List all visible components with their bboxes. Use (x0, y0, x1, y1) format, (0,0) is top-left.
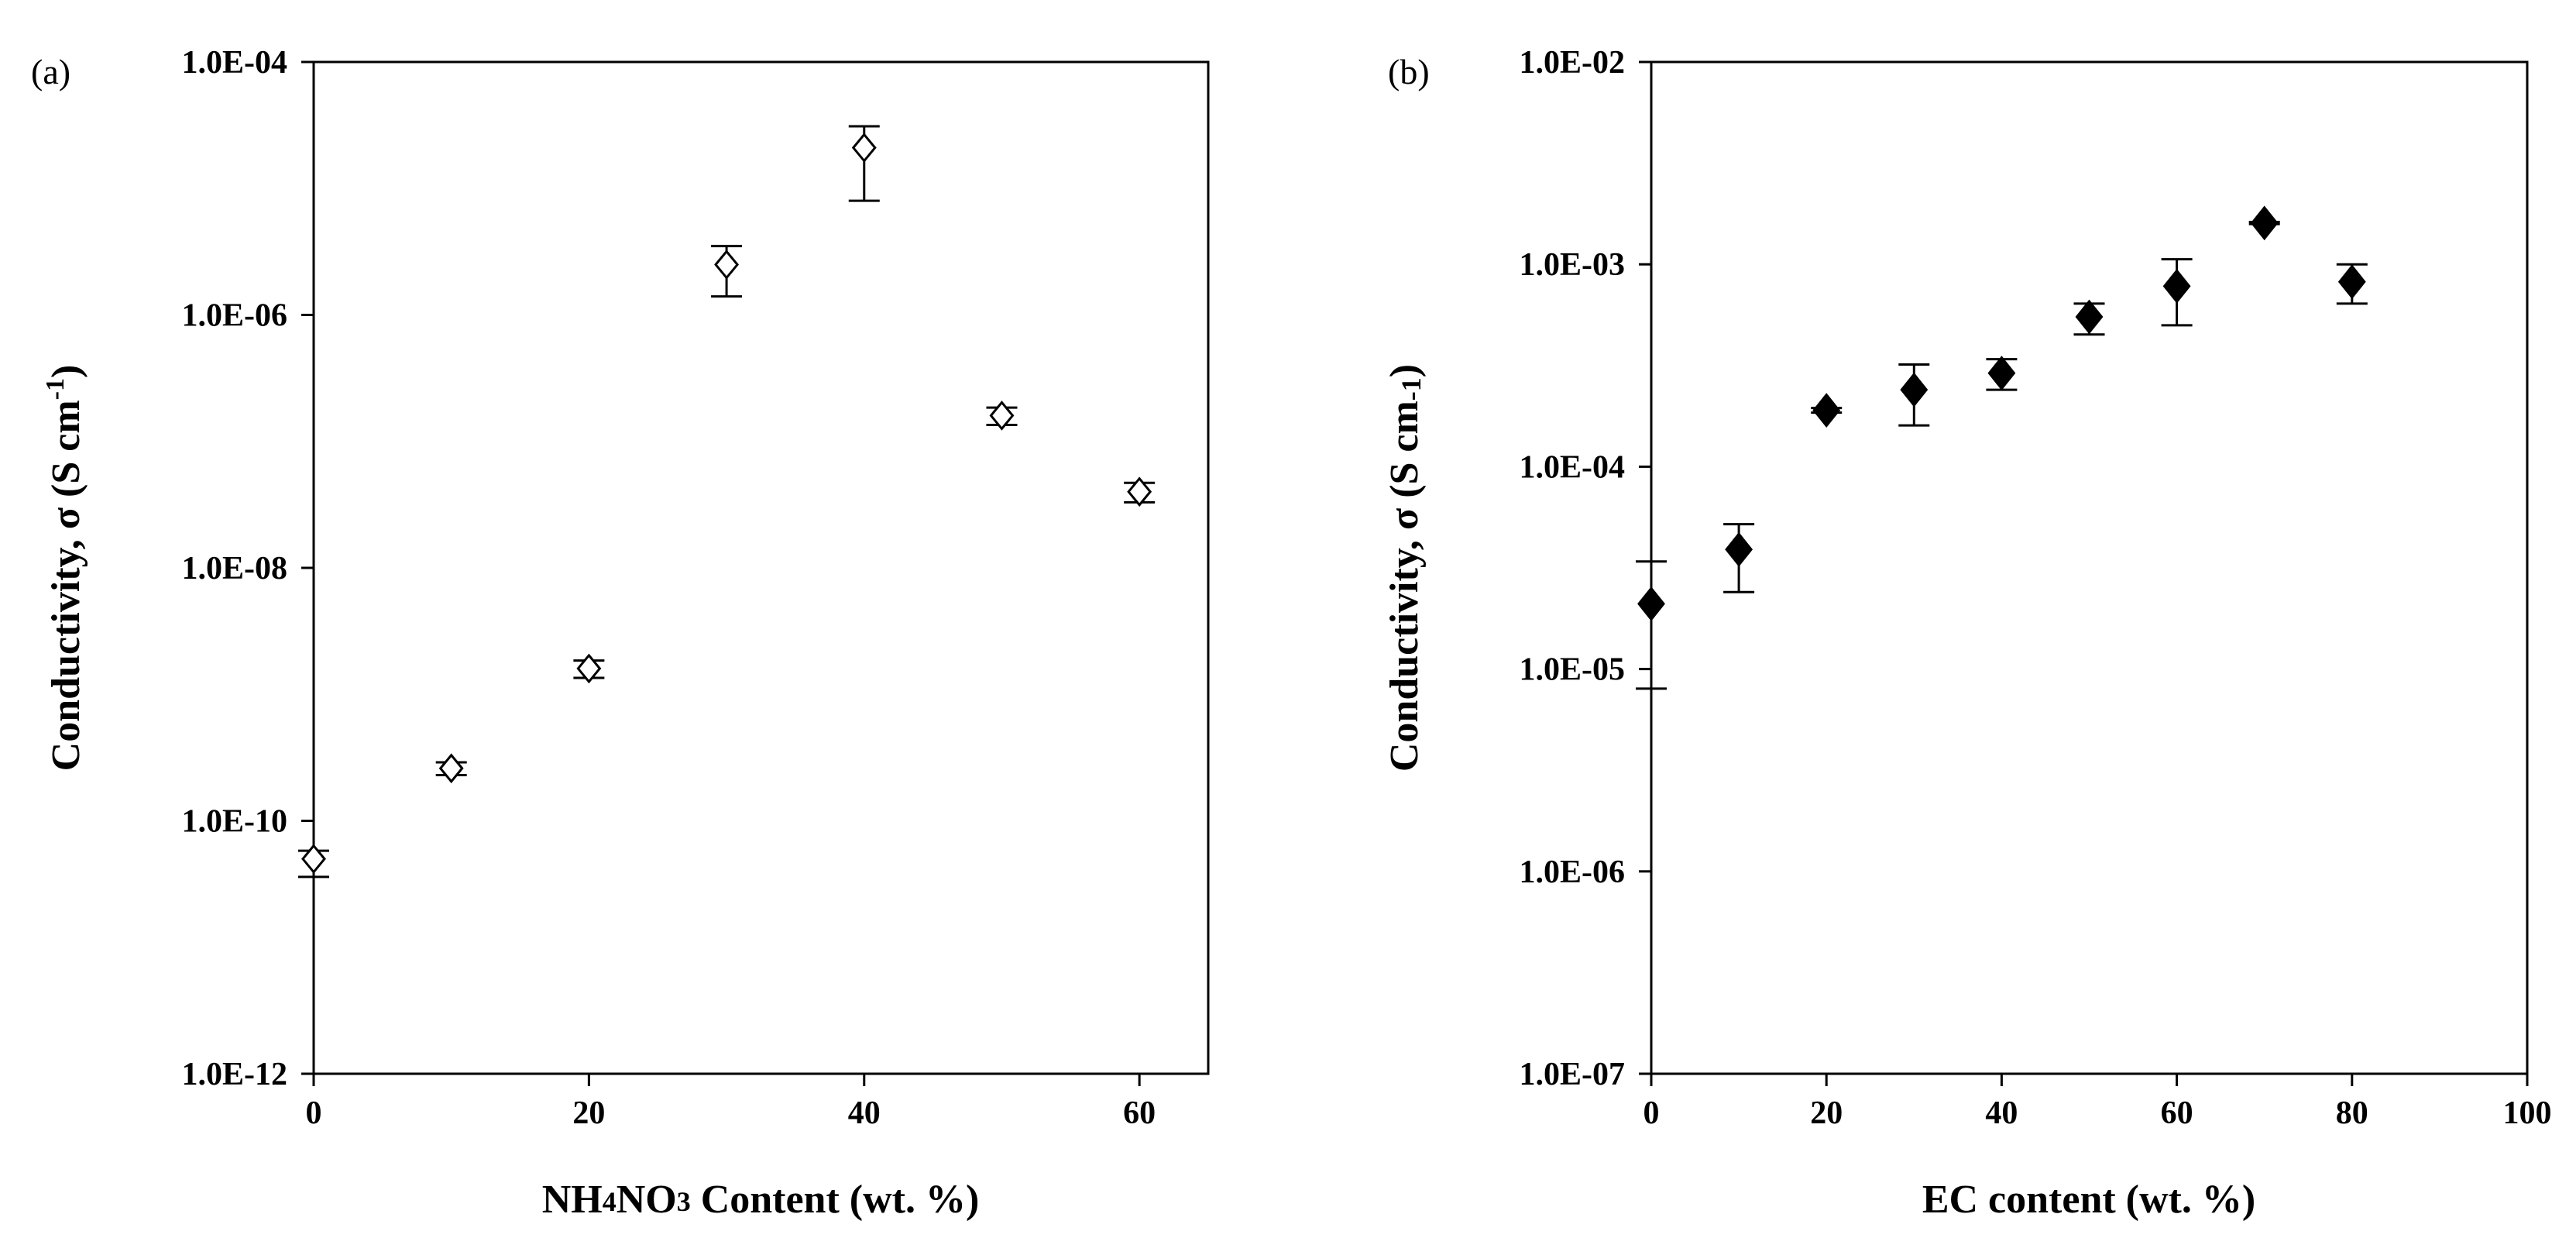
x-tick-label: 40 (1985, 1095, 2018, 1131)
panel-b-y-axis-label: Conductivity, σ (S cm-1) (1382, 364, 1427, 772)
y-tick-label: 1.0E-06 (1520, 855, 1626, 890)
open-diamond-marker (714, 249, 740, 280)
data-point (848, 125, 880, 202)
panel-a: (a) 0 20 40 60 1.0E-12 1.0E-10 1.0E-08 1.0E-06… (31, 45, 1210, 1222)
data-point (1898, 363, 1930, 427)
data-point (1636, 560, 1667, 690)
data-point (1124, 476, 1156, 507)
panel-b-y-ticks: 1.0E-07 1.0E-06 1.0E-05 1.0E-04 1.0E-03 1.0E-… (1520, 45, 1651, 1092)
y-tick-label: 1.0E-02 (1520, 45, 1626, 81)
x-tick-label: 20 (1810, 1095, 1843, 1131)
data-point (986, 401, 1018, 431)
data-point (298, 844, 329, 879)
filled-diamond-marker (2337, 264, 2366, 300)
y-tick-label: 1.0E-03 (1520, 247, 1626, 283)
x-tick-label: 20 (572, 1095, 605, 1131)
filled-diamond-marker (1812, 393, 1841, 428)
y-tick-label: 1.0E-04 (182, 45, 288, 81)
filled-diamond-marker (1987, 356, 2016, 391)
data-point (435, 753, 467, 784)
data-point (1723, 523, 1755, 593)
panel-b-label: (b) (1388, 52, 1430, 91)
data-point (1986, 356, 2018, 391)
x-tick-label: 40 (848, 1095, 881, 1131)
panel-a-y-ticks: 1.0E-12 1.0E-10 1.0E-08 1.0E-06 1.0E-04 (182, 45, 314, 1092)
open-diamond-marker (576, 653, 602, 684)
panel-b-data-points (1636, 205, 2368, 690)
panel-b: (b) 0 20 40 60 80 100 1.0E-071.0E-061.0E-051.… (1382, 45, 2552, 1222)
filled-diamond-marker (2250, 205, 2279, 241)
data-point (2073, 299, 2105, 336)
data-point (573, 653, 605, 684)
panel-a-y-axis-label: Conductivity, σ (S cm-1) (41, 365, 88, 772)
filled-diamond-marker (1900, 372, 1929, 408)
open-diamond-marker (989, 401, 1015, 431)
panel-b-x-ticks: 0 20 40 60 80 100 (1643, 1074, 2552, 1131)
filled-diamond-marker (2075, 299, 2104, 335)
y-tick-label: 1.0E-12 (182, 1057, 288, 1092)
data-point (2161, 258, 2193, 327)
open-diamond-marker (851, 132, 877, 163)
panel-a-data-points (298, 125, 1156, 879)
open-diamond-marker (1127, 476, 1152, 507)
x-tick-label: 0 (306, 1095, 322, 1131)
filled-diamond-marker (1725, 531, 1753, 567)
y-tick-label: 1.0E-08 (182, 551, 288, 586)
y-tick-label: 1.0E-10 (182, 804, 288, 840)
open-diamond-marker (301, 844, 326, 875)
panel-a-label: (a) (31, 52, 70, 91)
data-point (1811, 393, 1843, 428)
x-tick-label: 80 (2336, 1095, 2368, 1131)
y-tick-label: 1.0E-04 (1520, 449, 1626, 485)
data-point (2248, 205, 2280, 241)
x-tick-label: 0 (1643, 1095, 1660, 1131)
y-tick-label: 1.0E-06 (182, 298, 288, 334)
x-tick-label: 60 (1123, 1095, 1156, 1131)
panel-a-plot-frame (312, 60, 1210, 1075)
panel-b-plot-frame (1650, 60, 2529, 1075)
panel-a-x-ticks: 0 20 40 60 (306, 1074, 1156, 1131)
data-point (2336, 263, 2368, 305)
panel-b-x-axis-label: EC content (wt. %) (1922, 1178, 2255, 1222)
x-tick-label: 60 (2161, 1095, 2193, 1131)
x-tick-label: 100 (2503, 1095, 2552, 1131)
y-tick-label: 1.0E-05 (1520, 652, 1626, 688)
data-point (711, 245, 743, 298)
filled-diamond-marker (2162, 268, 2191, 304)
open-diamond-marker (438, 753, 464, 784)
panel-a-x-axis-label: NH4NO3 Content (wt. %) (542, 1178, 980, 1222)
filled-diamond-marker (1637, 586, 1665, 621)
y-tick-label: 1.0E-07 (1520, 1057, 1626, 1092)
